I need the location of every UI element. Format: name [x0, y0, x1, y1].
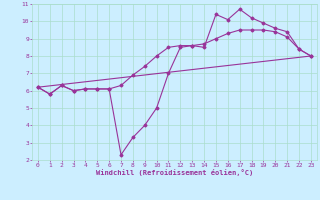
X-axis label: Windchill (Refroidissement éolien,°C): Windchill (Refroidissement éolien,°C): [96, 169, 253, 176]
